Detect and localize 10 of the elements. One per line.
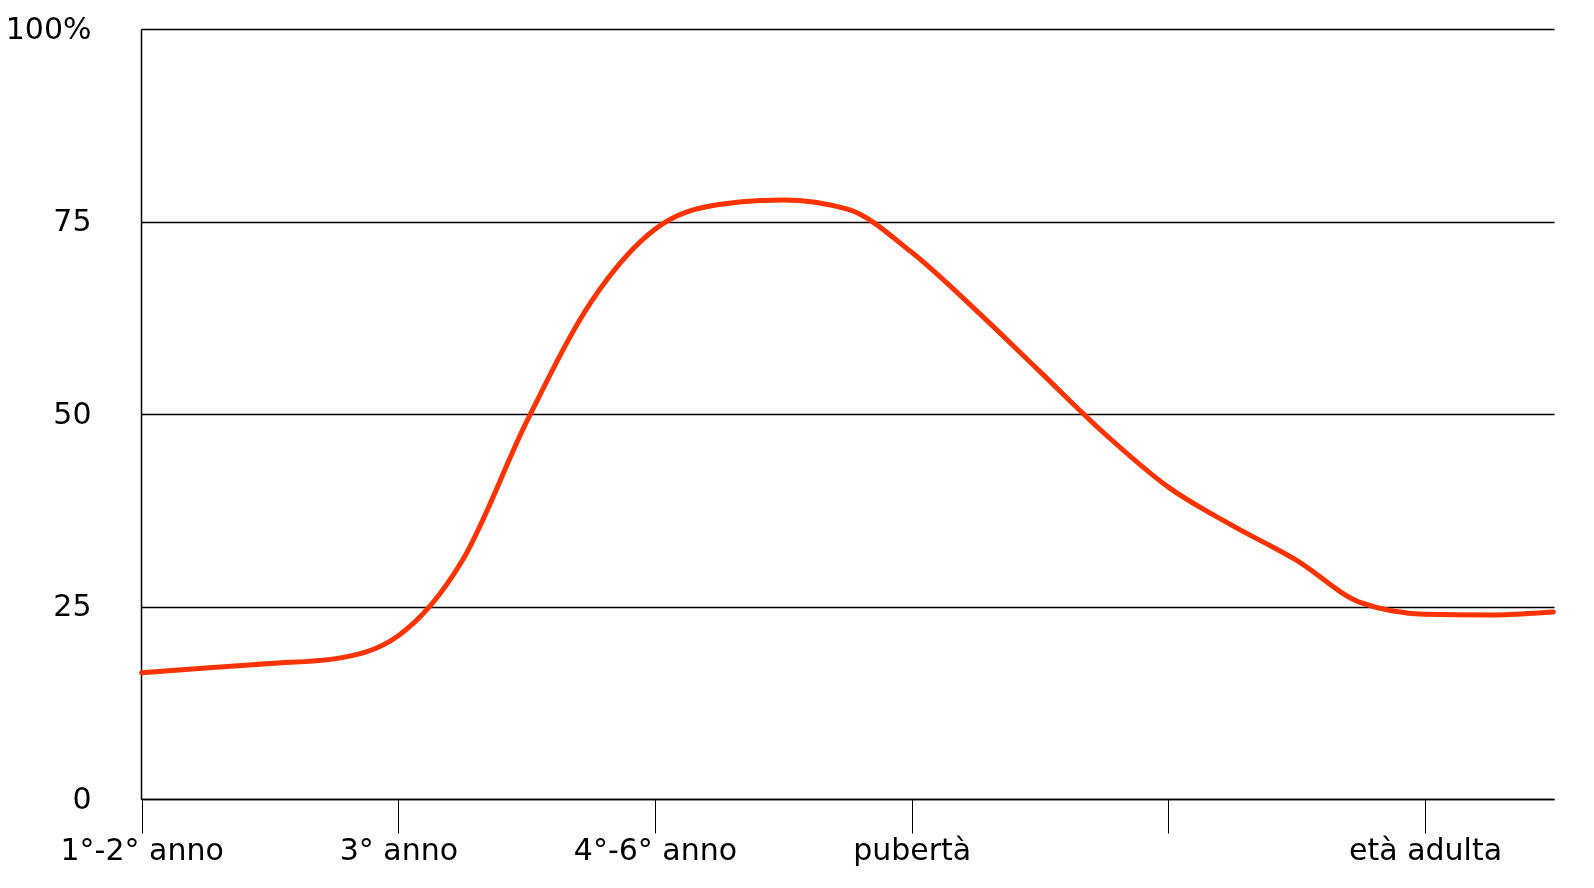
x-tick-label: 1°-2° anno	[60, 831, 224, 867]
y-tick-label: 75	[53, 203, 92, 238]
y-tick-label: 100%	[5, 10, 92, 46]
x-tick-label: 4°-6° anno	[573, 831, 738, 867]
y-tick-label: 25	[53, 588, 92, 623]
y-tick-label: 50	[53, 395, 92, 431]
x-tick-label: pubertà	[853, 831, 972, 867]
x-tick-label: 3° anno	[339, 831, 459, 867]
y-tick-label: 0	[72, 780, 92, 816]
x-tick-label: età adulta	[1348, 831, 1503, 867]
